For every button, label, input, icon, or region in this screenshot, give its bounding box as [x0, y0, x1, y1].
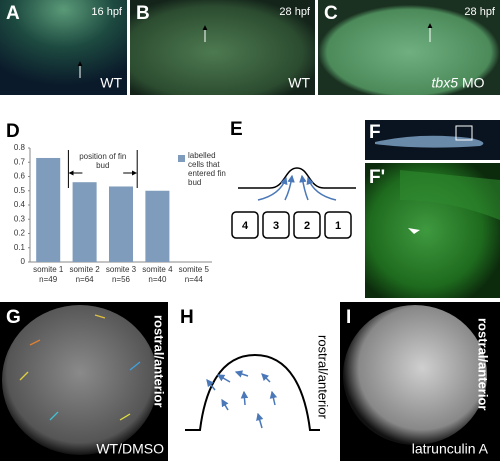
photo-g — [2, 305, 158, 455]
y-tick-label: 0.6 — [14, 172, 26, 181]
bar — [145, 190, 170, 262]
somite — [231, 211, 259, 239]
somite-label: 2 — [304, 220, 310, 232]
migration-arrows — [206, 370, 278, 429]
somite-label: 4 — [242, 220, 249, 232]
somite-label: 1 — [335, 220, 341, 232]
migration-arrows — [257, 174, 337, 201]
fin-bud-outline — [238, 167, 356, 189]
condition: WT — [100, 75, 122, 91]
bar — [108, 186, 134, 262]
x-tick-label: somite 3 — [106, 265, 137, 274]
n-label: n=56 — [112, 275, 131, 284]
photo-i — [343, 305, 487, 445]
panel-label: F' — [369, 167, 385, 188]
arrowhead — [408, 228, 420, 234]
tracks — [19, 314, 141, 421]
texture — [400, 170, 500, 220]
axis-label: rostral/anterior — [476, 318, 491, 410]
panel-label: H — [180, 307, 194, 328]
panel-label: B — [136, 3, 150, 24]
n-label: n=64 — [76, 275, 95, 284]
bar — [36, 157, 61, 262]
legend-swatch — [178, 155, 185, 162]
photo-a — [0, 0, 127, 95]
condition: MO — [462, 75, 485, 91]
somite-row: 4 3 2 1 — [231, 211, 352, 239]
stage: 16 hpf — [91, 6, 123, 18]
n-label: n=49 — [39, 275, 58, 284]
legend-label-box: labelled cells that entered fin bud — [188, 151, 226, 187]
y-tick-label: 0.2 — [14, 229, 26, 238]
panel-label: D — [6, 121, 20, 142]
y-tick-label: 0.8 — [14, 143, 26, 152]
annotation-box: position of fin bud — [79, 152, 127, 170]
y-tick-label: 0 — [21, 257, 26, 266]
panel-label: A — [6, 3, 20, 24]
y-tick-label: 0.4 — [14, 200, 26, 209]
y-tick-label: 0.5 — [14, 186, 26, 195]
legend-label: labelled cells that entered fin bud — [188, 151, 226, 187]
somite — [262, 211, 290, 239]
y-tick-label: 0.1 — [14, 243, 26, 252]
somite-label: 3 — [273, 220, 279, 232]
panel-label: E — [230, 119, 243, 140]
axis-label: rostral/anterior — [152, 315, 167, 407]
condition: WT — [288, 75, 310, 91]
n-label: n=40 — [148, 275, 167, 284]
panel-label: F — [369, 122, 381, 143]
panel-label: I — [346, 307, 351, 328]
panel-label: C — [324, 3, 338, 24]
stage: 28 hpf — [279, 6, 311, 18]
stage: 28 hpf — [464, 6, 496, 18]
somite — [324, 211, 352, 239]
x-tick-label: somite 5 — [179, 265, 210, 274]
n-label: n=44 — [185, 275, 204, 284]
condition: latrunculin A — [412, 441, 489, 457]
bar — [72, 182, 97, 262]
x-tick-label: somite 4 — [142, 265, 173, 274]
photo-c — [318, 0, 500, 95]
panel-label: G — [6, 307, 21, 328]
axis-label: rostral/anterior — [316, 335, 331, 419]
y-tick-label: 0.7 — [14, 157, 26, 166]
bar-chart: 0 0.1 0.2 0.3 0.4 0.5 0.6 0.7 0.8 somite 1n=49 som… — [14, 143, 226, 284]
somite — [293, 211, 321, 239]
photo-b — [130, 0, 315, 95]
fin-bud-outline — [185, 353, 320, 431]
condition: WT/DMSO — [96, 441, 164, 457]
annotation: position of fin bud — [79, 152, 127, 170]
inset-box — [455, 125, 473, 141]
y-tick-label: 0.3 — [14, 214, 26, 223]
x-tick-label: somite 2 — [69, 265, 100, 274]
gene: tbx5 — [432, 75, 459, 91]
x-tick-label: somite 1 — [33, 265, 64, 274]
